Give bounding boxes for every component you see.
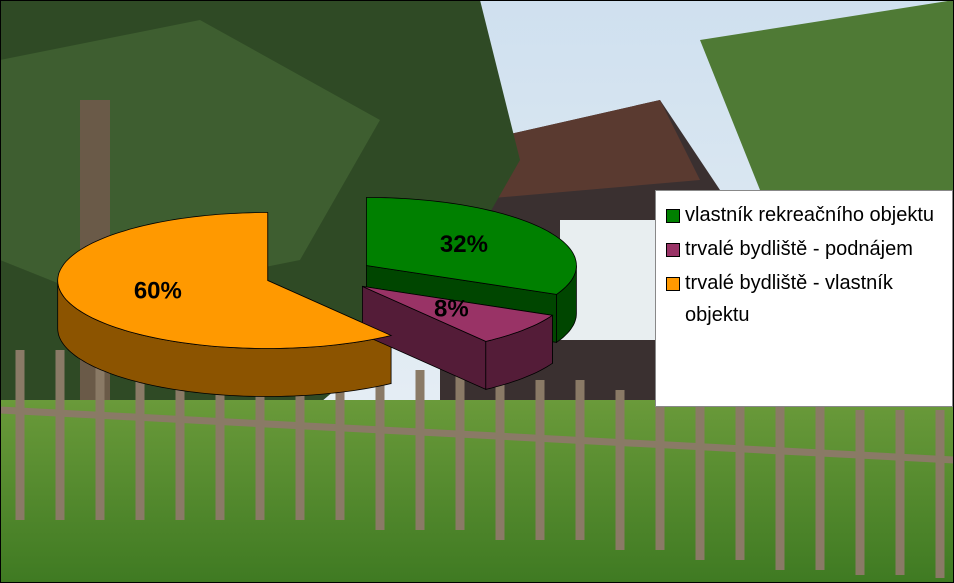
value-label: 8% (434, 296, 469, 323)
legend-label: trvalé bydliště - podnájem (685, 238, 913, 260)
pie: 32% 8% 60% (57, 197, 577, 397)
legend-swatch (666, 277, 680, 291)
legend-label: vlastník rekreačního objektu (685, 204, 935, 226)
legend-item: trvalé bydliště - vlastník objektu (666, 267, 948, 331)
value-label: 32% (440, 231, 488, 258)
legend-swatch (666, 243, 680, 257)
legend-item: trvalé bydliště - podnájem (666, 233, 948, 265)
slice-top (362, 286, 554, 342)
legend: vlastník rekreačního objektu trvalé bydli… (655, 190, 953, 407)
slice-top (366, 197, 577, 295)
value-label: 60% (134, 277, 182, 304)
legend-item: vlastník rekreačního objektu (666, 199, 948, 231)
legend-swatch (666, 209, 680, 223)
legend-label: trvalé bydliště - vlastník objektu (685, 272, 893, 326)
slice-top (57, 212, 393, 349)
